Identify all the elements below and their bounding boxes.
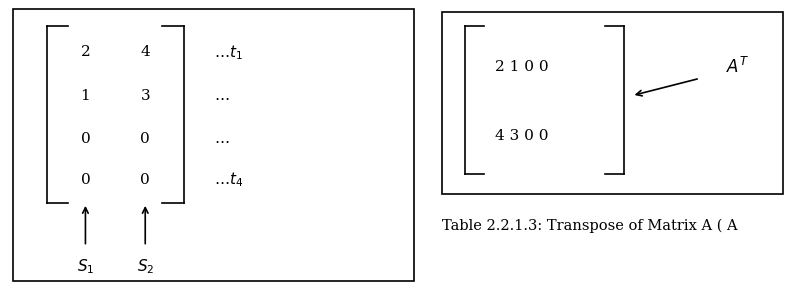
FancyBboxPatch shape <box>442 12 783 194</box>
Text: 2 1 0 0: 2 1 0 0 <box>496 60 549 74</box>
Text: $\ldots$: $\ldots$ <box>214 132 229 146</box>
Text: $\ldots t_1$: $\ldots t_1$ <box>214 43 243 61</box>
Text: $\ldots t_4$: $\ldots t_4$ <box>214 171 243 189</box>
Text: 0: 0 <box>81 132 90 146</box>
Text: 1: 1 <box>81 89 90 103</box>
Text: 4 3 0 0: 4 3 0 0 <box>496 129 549 143</box>
Text: $S_1$: $S_1$ <box>77 258 94 276</box>
Text: 0: 0 <box>140 173 150 187</box>
Text: 4: 4 <box>140 45 150 59</box>
Text: Table 2.2.1.3: Transpose of Matrix A ( A: Table 2.2.1.3: Transpose of Matrix A ( A <box>442 219 738 233</box>
Text: $S_2$: $S_2$ <box>136 258 154 276</box>
Text: $A^T$: $A^T$ <box>726 57 750 77</box>
Text: $\ldots$: $\ldots$ <box>214 89 229 103</box>
Text: 2: 2 <box>81 45 90 59</box>
Text: 0: 0 <box>140 132 150 146</box>
FancyBboxPatch shape <box>13 9 414 281</box>
Text: 0: 0 <box>81 173 90 187</box>
Text: 3: 3 <box>140 89 150 103</box>
